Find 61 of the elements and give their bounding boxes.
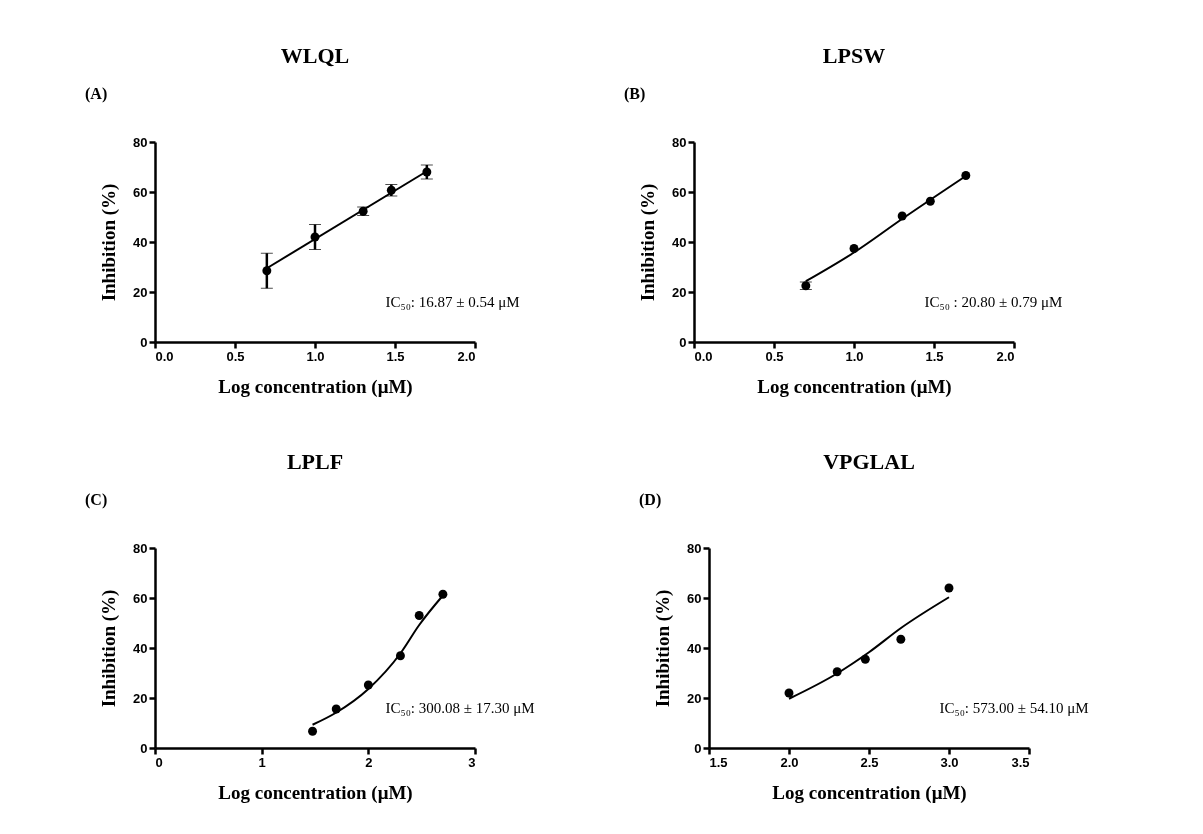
- chart-title: LPSW: [822, 43, 886, 68]
- x-tick-label: 1.0: [306, 348, 325, 364]
- y-tick-label: 0: [694, 740, 702, 756]
- y-tick-label: 60: [687, 590, 702, 606]
- x-tick-label: 1.5: [925, 348, 944, 364]
- x-axis-title: Log concentration (μM): [772, 781, 967, 804]
- y-tick-label: 60: [672, 184, 687, 200]
- y-tick-label: 40: [133, 234, 148, 250]
- y-axis-title: Inhibition (%): [637, 183, 660, 302]
- y-tick-label: 60: [133, 590, 148, 606]
- annotation: IC₅₀: 300.08 ± 17.30 μM: [385, 700, 535, 716]
- x-tick-label: 0.0: [694, 348, 713, 364]
- x-tick-label: 1.5: [709, 754, 728, 770]
- x-tick-label: 0.0: [155, 348, 174, 364]
- y-tick-label: 0: [140, 334, 148, 350]
- y-tick-label: 80: [133, 540, 148, 556]
- y-tick-label: 40: [672, 234, 687, 250]
- x-tick-label: 1.5: [386, 348, 405, 364]
- y-tick-label: 20: [672, 284, 687, 300]
- x-axis-title: Log concentration (μM): [218, 375, 413, 398]
- text: (A): [85, 85, 108, 103]
- y-tick-label: 80: [672, 134, 687, 150]
- y-tick-label: 80: [133, 134, 148, 150]
- x-tick-label: 3.0: [940, 754, 959, 770]
- x-tick-label: 2.0: [780, 754, 799, 770]
- x-tick-label: 0.5: [226, 348, 245, 364]
- text: (C): [85, 491, 108, 509]
- y-tick-label: 40: [133, 640, 148, 656]
- y-tick-label: 80: [687, 540, 702, 556]
- x-tick-label: 3.5: [1011, 754, 1030, 770]
- x-tick-label: 2.0: [457, 348, 476, 364]
- y-axis-title: Inhibition (%): [98, 589, 121, 708]
- chart-title: WLQL: [280, 43, 350, 68]
- x-tick-label: 0.5: [765, 348, 784, 364]
- point: [308, 726, 318, 736]
- x-tick-label: 2.5: [860, 754, 879, 770]
- y-tick-label: 20: [687, 690, 702, 706]
- annotation: IC₅₀: 573.00 ± 54.10 μM: [939, 700, 1089, 716]
- chart-title: VPGLAL: [823, 449, 915, 474]
- y-axis-title: Inhibition (%): [98, 183, 121, 302]
- x-tick-label: 1: [258, 754, 266, 770]
- y-tick-label: 0: [679, 334, 687, 350]
- y-tick-label: 20: [133, 284, 148, 300]
- x-tick-label: 0: [155, 754, 163, 770]
- text: (B): [624, 85, 646, 103]
- point: [414, 611, 424, 620]
- y-tick-label: 0: [140, 740, 148, 756]
- x-tick-label: 1.0: [845, 348, 864, 364]
- x-axis-title: Log concentration (μM): [757, 375, 952, 398]
- x-tick-label: 3: [468, 754, 476, 770]
- annotation: IC₅₀: 16.87 ± 0.54 μM: [385, 294, 520, 310]
- chart-title: LPLF: [286, 449, 344, 474]
- y-tick-label: 40: [687, 640, 702, 656]
- y-axis-title: Inhibition (%): [652, 589, 675, 708]
- x-tick-label: 2: [365, 754, 373, 770]
- annotation: IC₅₀ : 20.80 ± 0.79 μM: [924, 294, 1063, 310]
- y-tick-label: 20: [133, 690, 148, 706]
- x-tick-label: 2.0: [996, 348, 1015, 364]
- y-tick-label: 60: [133, 184, 148, 200]
- x-axis-title: Log concentration (μM): [218, 781, 413, 804]
- text: (D): [639, 491, 662, 509]
